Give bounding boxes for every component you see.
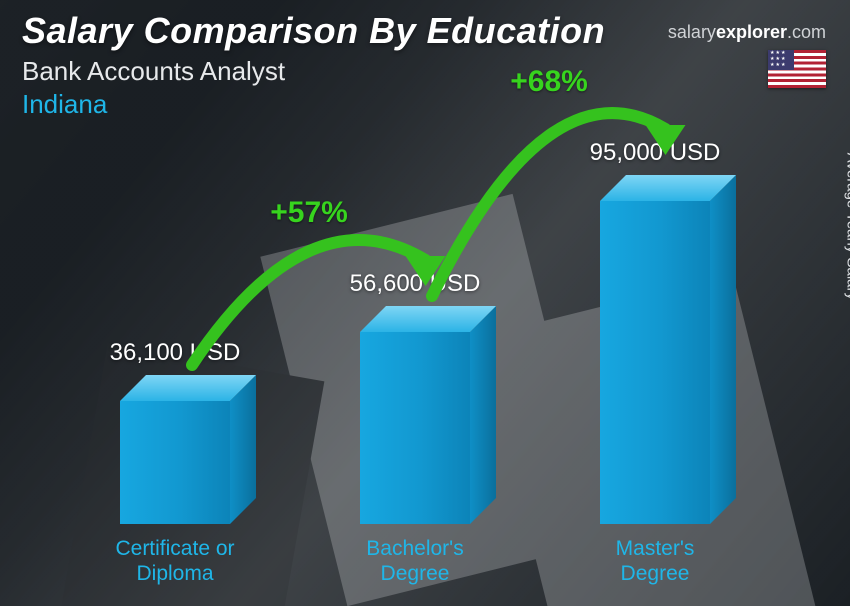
- y-axis-label: Average Yearly Salary: [843, 153, 850, 300]
- chart-location: Indiana: [22, 89, 828, 120]
- site-prefix: salary: [668, 22, 716, 42]
- chart-area: Certificate orDiploma36,100 USDBachelor'…: [50, 110, 780, 586]
- site-bold: explorer: [716, 22, 787, 42]
- bar-xlabel: Master'sDegree: [550, 536, 760, 586]
- us-flag-icon: [768, 50, 826, 88]
- increase-pct: +57%: [270, 196, 348, 230]
- bar-xlabel: Bachelor'sDegree: [310, 536, 520, 586]
- site-suffix: .com: [787, 22, 826, 42]
- bar-xlabel: Certificate orDiploma: [70, 536, 280, 586]
- chart-subtitle: Bank Accounts Analyst: [22, 56, 828, 87]
- site-watermark: salaryexplorer.com: [668, 22, 826, 43]
